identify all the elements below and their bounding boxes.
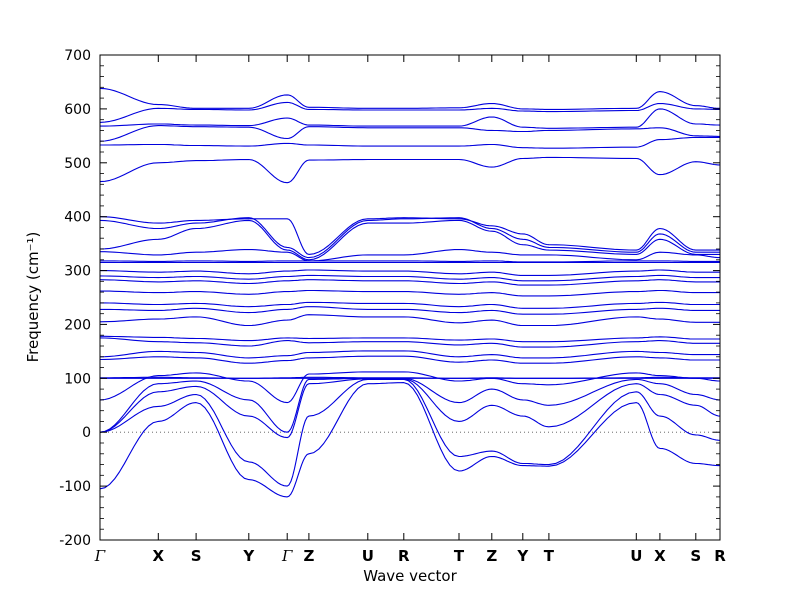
phonon-band	[99, 156, 720, 184]
phonon-band	[99, 371, 720, 404]
y-tick-label: 100	[64, 371, 91, 387]
phonon-band	[99, 382, 720, 498]
y-tick-label: 400	[64, 210, 91, 226]
phonon-band	[100, 108, 721, 129]
k-point-label: Z	[303, 547, 314, 565]
phonon-band	[99, 314, 720, 327]
k-point-label: Γ	[281, 547, 293, 565]
k-point-label: R	[714, 547, 726, 565]
phonon-band	[99, 125, 720, 142]
y-tick-label: 700	[64, 48, 91, 64]
phonon-band	[99, 87, 720, 110]
phonon-band	[99, 217, 720, 259]
phonon-band	[99, 337, 720, 348]
phonon-band	[99, 101, 720, 123]
phonon-band	[99, 274, 720, 282]
phonon-band	[100, 306, 720, 315]
phonon-band	[99, 378, 721, 487]
k-point-label: T	[544, 547, 555, 565]
k-point-label: Y	[516, 547, 529, 565]
phonon-band	[100, 301, 720, 309]
phonon-band	[99, 355, 720, 364]
phonon-band	[99, 279, 720, 286]
y-tick-label: 0	[82, 425, 91, 441]
x-axis-label: Wave vector	[363, 567, 457, 585]
phonon-band	[99, 350, 720, 359]
phonon-band	[99, 377, 721, 433]
phonon-band	[99, 289, 720, 297]
y-tick-label: 500	[64, 156, 91, 172]
k-point-label: X	[153, 547, 165, 565]
k-point-label: T	[454, 547, 465, 565]
phonon-band	[100, 260, 720, 263]
k-point-label: R	[398, 547, 410, 565]
k-point-label: Z	[486, 547, 497, 565]
k-point-label: S	[191, 547, 202, 565]
phonon-band	[99, 378, 721, 439]
phonon-band	[100, 376, 720, 379]
axes-frame	[99, 54, 721, 541]
k-point-label: Y	[242, 547, 255, 565]
k-point-label: X	[654, 547, 666, 565]
phonon-band	[100, 335, 720, 343]
k-point-label: U	[362, 547, 374, 565]
y-tick-label: -100	[59, 479, 91, 495]
phonon-band	[99, 219, 720, 261]
phonon-band	[100, 136, 720, 149]
y-tick-label: 300	[64, 264, 91, 280]
k-point-label: U	[630, 547, 642, 565]
k-point-label: Γ	[94, 547, 106, 565]
phonon-band	[99, 216, 720, 255]
y-tick-label: 600	[64, 102, 91, 118]
k-point-label: S	[690, 547, 701, 565]
phonon-band	[100, 269, 720, 276]
y-tick-label: 200	[64, 317, 91, 333]
y-axis-label: Frequency (cm⁻¹)	[24, 231, 42, 363]
y-tick-label: -200	[59, 533, 91, 549]
phonon-band	[100, 248, 720, 262]
